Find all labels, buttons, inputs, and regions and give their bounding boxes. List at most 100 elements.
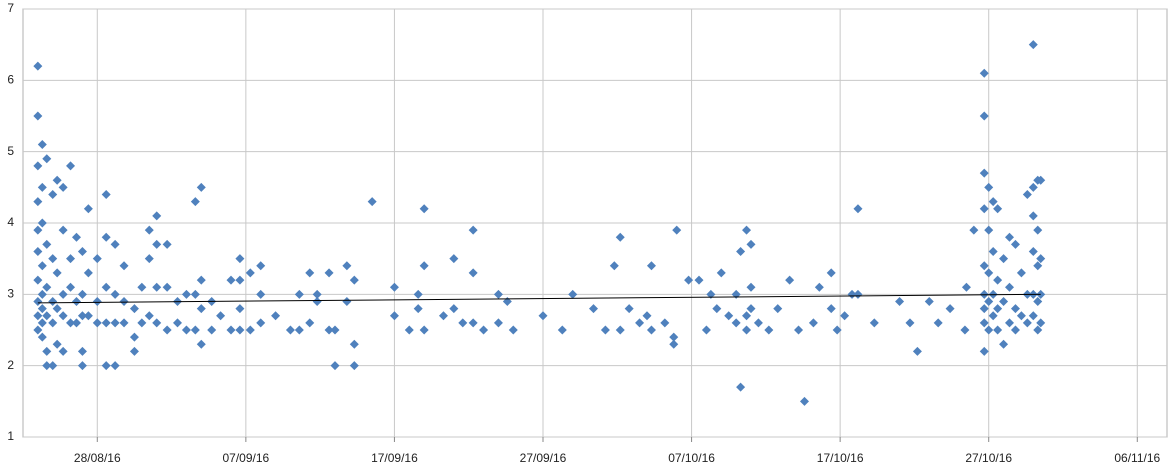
data-point [979, 204, 989, 214]
data-point [742, 311, 752, 321]
data-point [367, 197, 377, 207]
data-point [624, 304, 634, 314]
data-point [736, 247, 746, 257]
data-point [468, 318, 478, 328]
data-point [999, 296, 1009, 306]
data-point [979, 68, 989, 78]
data-point [684, 275, 694, 285]
data-point [101, 282, 111, 292]
x-tick-label: 28/08/16 [74, 451, 121, 465]
data-point [1028, 211, 1038, 221]
data-point [137, 318, 147, 328]
y-tick-label: 5 [7, 144, 14, 158]
data-point [794, 325, 804, 335]
data-point [642, 311, 652, 321]
data-point [479, 325, 489, 335]
data-point [256, 261, 266, 271]
data-point [993, 204, 1003, 214]
data-point [646, 325, 656, 335]
data-point [961, 282, 971, 292]
data-point [933, 318, 943, 328]
data-point [984, 182, 994, 192]
data-point [330, 325, 340, 335]
data-point [235, 275, 245, 285]
data-point [773, 304, 783, 314]
data-point [162, 325, 172, 335]
data-point [37, 261, 47, 271]
data-point [330, 361, 340, 371]
data-point [52, 304, 62, 314]
data-point [101, 361, 111, 371]
data-point [557, 325, 567, 335]
data-point [162, 282, 172, 292]
data-point [672, 225, 682, 235]
data-point [1016, 311, 1026, 321]
data-point [52, 339, 62, 349]
data-point [988, 197, 998, 207]
data-point [1033, 325, 1043, 335]
data-point [979, 304, 989, 314]
data-point [196, 304, 206, 314]
data-point [33, 311, 43, 321]
data-point [349, 339, 359, 349]
data-point [746, 239, 756, 249]
data-point [905, 318, 915, 328]
data-point [1036, 175, 1046, 185]
data-point [984, 225, 994, 235]
y-tick-label: 1 [7, 429, 14, 443]
data-point [1022, 189, 1032, 199]
x-tick-label: 17/09/16 [371, 451, 418, 465]
data-point [706, 289, 716, 299]
data-point [33, 197, 43, 207]
data-point [119, 296, 129, 306]
data-point [324, 325, 334, 335]
data-point [669, 332, 679, 342]
data-point [256, 289, 266, 299]
data-point [404, 325, 414, 335]
data-point [984, 268, 994, 278]
data-point [988, 311, 998, 321]
y-tick-label: 4 [7, 215, 14, 229]
data-point [119, 318, 129, 328]
data-point [1028, 247, 1038, 257]
data-point [271, 311, 281, 321]
data-point [979, 261, 989, 271]
data-point [245, 268, 255, 278]
data-point [37, 332, 47, 342]
data-point [312, 289, 322, 299]
data-point [110, 289, 120, 299]
data-point [190, 325, 200, 335]
data-point [42, 361, 52, 371]
data-point [77, 361, 87, 371]
data-point [42, 311, 52, 321]
data-point [235, 325, 245, 335]
data-point [1028, 311, 1038, 321]
data-point [324, 268, 334, 278]
data-point [945, 304, 955, 314]
data-point [960, 325, 970, 335]
data-point [568, 289, 578, 299]
data-point [77, 247, 87, 257]
data-point [1005, 232, 1015, 242]
data-point [468, 225, 478, 235]
data-point [1022, 318, 1032, 328]
data-point [42, 346, 52, 356]
data-point [746, 304, 756, 314]
data-point [181, 325, 191, 335]
data-point [1010, 304, 1020, 314]
data-point [37, 289, 47, 299]
y-tick-label: 3 [7, 287, 14, 301]
data-point [152, 211, 162, 221]
data-point [853, 204, 863, 214]
data-point [58, 346, 68, 356]
data-point [1033, 225, 1043, 235]
data-point [92, 318, 102, 328]
data-point [731, 318, 741, 328]
data-point [993, 325, 1003, 335]
data-point [988, 247, 998, 257]
data-point [66, 254, 76, 264]
data-point [226, 275, 236, 285]
data-point [1033, 261, 1043, 271]
data-point [615, 232, 625, 242]
data-point [226, 325, 236, 335]
